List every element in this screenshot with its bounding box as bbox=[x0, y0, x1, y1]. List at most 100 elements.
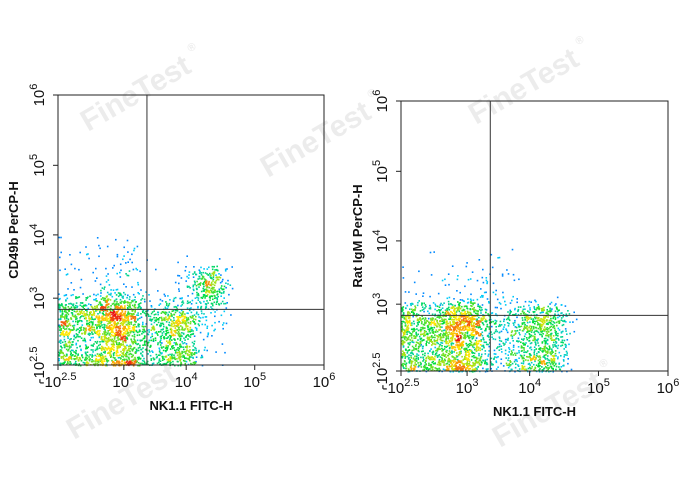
event-dot bbox=[82, 329, 85, 331]
event-dot bbox=[432, 357, 435, 359]
event-dot bbox=[125, 347, 127, 350]
event-dot bbox=[405, 319, 407, 321]
event-dot bbox=[105, 340, 107, 342]
event-dot bbox=[102, 315, 104, 318]
event-dot bbox=[526, 314, 528, 316]
event-dot bbox=[107, 352, 110, 354]
event-dot bbox=[421, 304, 423, 306]
event-dot bbox=[486, 281, 489, 283]
event-dot bbox=[186, 318, 188, 321]
event-dot bbox=[405, 328, 408, 330]
event-dot bbox=[485, 327, 487, 330]
event-dot bbox=[93, 311, 95, 313]
event-dot bbox=[112, 319, 115, 322]
event-dot bbox=[178, 357, 180, 360]
event-dot bbox=[71, 325, 74, 327]
event-dot bbox=[186, 300, 189, 302]
event-dot bbox=[78, 296, 81, 298]
event-dot bbox=[90, 320, 92, 323]
event-dot bbox=[62, 305, 64, 308]
event-dot bbox=[200, 266, 202, 269]
event-dot bbox=[148, 331, 150, 333]
event-dot bbox=[103, 338, 106, 341]
event-dot bbox=[103, 360, 106, 362]
event-dot bbox=[547, 313, 550, 316]
event-dot bbox=[438, 364, 440, 366]
event-dot bbox=[136, 349, 138, 352]
event-dot bbox=[466, 334, 469, 337]
event-dot bbox=[124, 327, 126, 329]
event-dot bbox=[126, 304, 129, 307]
event-dot bbox=[434, 303, 437, 306]
event-dot bbox=[481, 276, 484, 279]
event-dot bbox=[115, 325, 118, 328]
event-dot bbox=[166, 327, 168, 329]
event-dot bbox=[68, 344, 71, 347]
event-dot bbox=[186, 353, 189, 355]
event-dot bbox=[101, 340, 104, 342]
event-dot bbox=[104, 350, 106, 353]
event-dot bbox=[422, 308, 425, 310]
event-dot bbox=[184, 320, 186, 322]
event-dot bbox=[486, 323, 489, 326]
event-dot bbox=[411, 360, 414, 363]
event-dot bbox=[137, 364, 139, 367]
event-dot bbox=[485, 309, 488, 311]
event-dot bbox=[469, 298, 472, 301]
event-dot bbox=[87, 315, 90, 318]
event-dot bbox=[120, 363, 122, 365]
event-dot bbox=[97, 323, 99, 326]
event-dot bbox=[187, 302, 190, 304]
event-dot bbox=[202, 294, 205, 296]
event-dot bbox=[426, 336, 429, 338]
event-dot bbox=[409, 308, 411, 310]
event-dot bbox=[411, 322, 413, 324]
event-dot bbox=[517, 365, 520, 367]
event-dot bbox=[70, 317, 72, 319]
event-dot bbox=[152, 338, 155, 340]
event-dot bbox=[107, 314, 109, 317]
event-dot bbox=[506, 269, 508, 271]
event-dot bbox=[145, 314, 147, 317]
event-dot bbox=[118, 363, 121, 365]
event-dot bbox=[197, 323, 200, 325]
event-dot bbox=[563, 348, 565, 350]
event-dot bbox=[434, 336, 436, 339]
event-dot bbox=[116, 333, 119, 335]
event-dot bbox=[427, 324, 430, 327]
event-dot bbox=[129, 360, 132, 363]
event-dot bbox=[117, 310, 119, 313]
event-dot bbox=[515, 326, 518, 329]
event-dot bbox=[442, 352, 445, 355]
event-dot bbox=[566, 339, 569, 341]
event-dot bbox=[511, 248, 514, 251]
event-dot bbox=[87, 253, 89, 255]
event-dot bbox=[130, 301, 132, 304]
event-dot bbox=[518, 278, 520, 281]
event-dot bbox=[83, 339, 85, 342]
event-dot bbox=[550, 323, 552, 325]
event-dot bbox=[134, 323, 136, 326]
event-dot bbox=[118, 315, 120, 318]
event-dot bbox=[133, 362, 136, 365]
event-dot bbox=[482, 359, 485, 362]
event-dot bbox=[416, 353, 418, 355]
event-dot bbox=[453, 298, 455, 300]
event-dot bbox=[565, 344, 567, 346]
event-dot bbox=[511, 330, 514, 332]
event-dot bbox=[535, 329, 538, 332]
event-dot bbox=[104, 364, 107, 367]
event-dot bbox=[80, 359, 83, 362]
event-dot bbox=[142, 337, 145, 340]
event-dot bbox=[435, 352, 438, 354]
event-dot bbox=[61, 341, 64, 344]
event-dot bbox=[102, 347, 104, 349]
event-dot bbox=[73, 307, 76, 309]
event-dot bbox=[529, 353, 531, 356]
event-dot bbox=[191, 328, 193, 331]
event-dot bbox=[530, 367, 533, 370]
event-dot bbox=[563, 320, 565, 323]
event-dot bbox=[198, 269, 201, 271]
event-dot bbox=[141, 325, 144, 328]
